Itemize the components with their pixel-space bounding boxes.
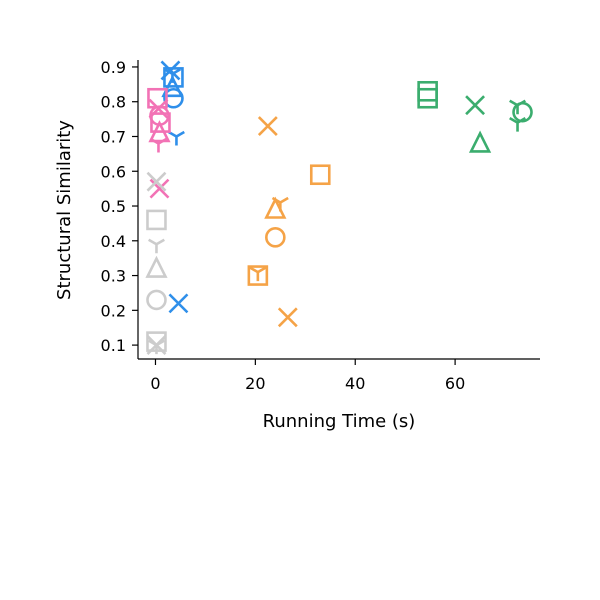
y-tick-label: 0.7 <box>101 127 126 146</box>
y-tick-label: 0.3 <box>101 267 126 286</box>
tri-marker <box>149 137 167 153</box>
y-axis-label: Structural Similarity <box>54 120 75 300</box>
x-axis-label: Running Time (s) <box>263 411 416 432</box>
y-tick-label: 0.4 <box>101 232 126 251</box>
y-tick-label: 0.1 <box>101 336 126 355</box>
x-marker <box>149 178 170 199</box>
x-marker <box>465 95 486 116</box>
square-marker <box>150 112 171 133</box>
y-tick-label: 0.9 <box>101 58 126 77</box>
x-tick-label: 60 <box>445 374 465 393</box>
y-tick-label: 0.2 <box>101 301 126 320</box>
triangle-marker <box>148 120 171 143</box>
triangle-marker <box>145 255 168 278</box>
square-marker <box>146 209 167 231</box>
x-marker <box>146 171 167 192</box>
circle-marker <box>265 227 286 248</box>
x-marker <box>257 116 278 136</box>
triangle-marker <box>161 74 184 98</box>
y-tick-label: 0.5 <box>101 197 126 216</box>
square-marker <box>163 67 184 88</box>
x-tick-label: 0 <box>150 374 160 393</box>
triangle-marker <box>264 196 287 219</box>
square-marker <box>417 80 438 102</box>
tri-marker <box>147 238 165 254</box>
x-marker <box>277 307 298 328</box>
plot-area <box>145 60 533 356</box>
axes: 0 20 40 60 0.1 0.2 0.3 0.4 0.5 0.6 0.7 0.8 0.9 <box>101 58 540 393</box>
square-marker <box>247 265 269 286</box>
tri-marker <box>249 266 267 282</box>
square-marker <box>309 164 331 186</box>
square-marker <box>417 87 438 109</box>
x-tick-label: 40 <box>345 374 365 393</box>
tri-marker <box>167 130 185 146</box>
triangle-marker <box>468 130 492 153</box>
tri-marker <box>147 339 165 355</box>
y-tick-label: 0.8 <box>101 93 126 112</box>
tri-marker <box>509 116 527 132</box>
x-tick-label: 20 <box>245 374 265 393</box>
x-marker <box>168 293 189 314</box>
circle-marker <box>146 289 167 311</box>
circle-marker <box>163 87 184 109</box>
y-tick-label: 0.6 <box>101 162 126 181</box>
